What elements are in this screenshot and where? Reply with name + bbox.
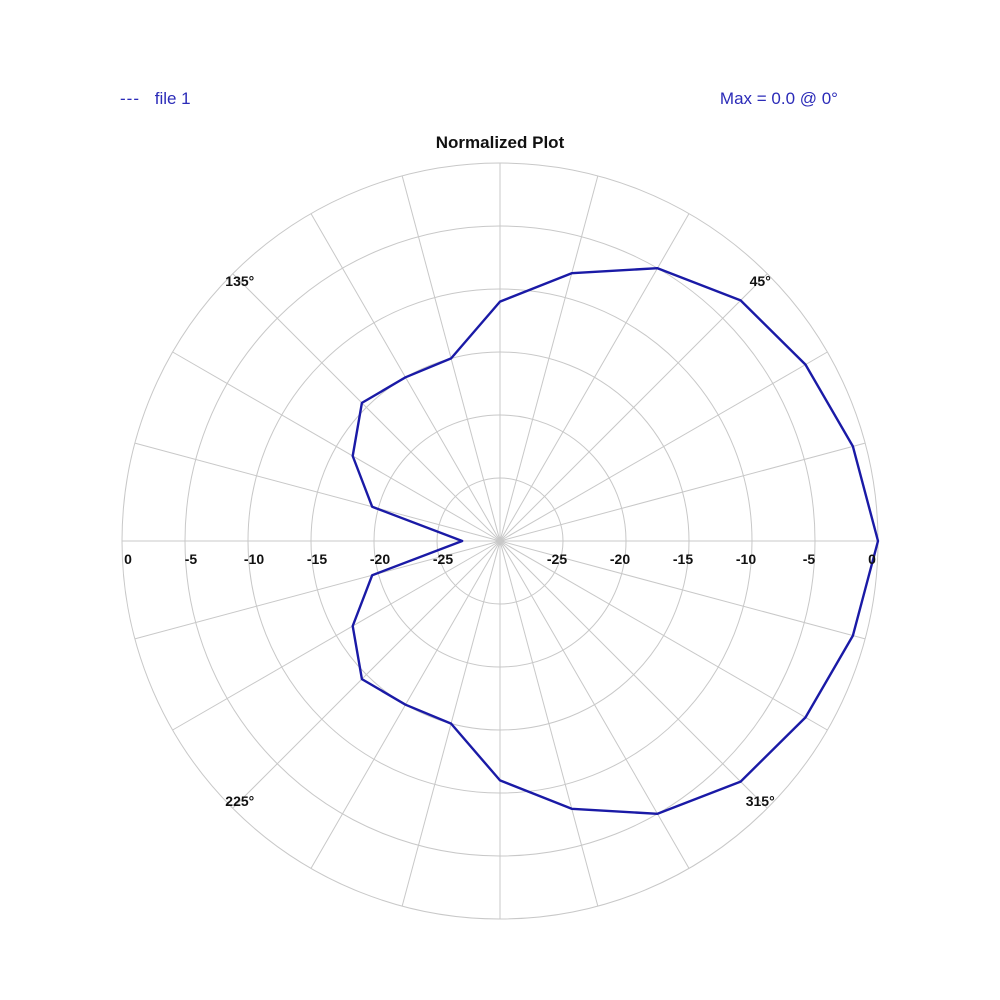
legend-line-marker: --- (120, 89, 140, 108)
grid-spoke (499, 175, 599, 542)
grid-spoke (232, 273, 501, 542)
data-point (804, 364, 807, 366)
grid-spoke (499, 442, 866, 542)
grid-spoke (232, 540, 501, 809)
radial-tick-label: -15 (673, 551, 693, 567)
data-point (656, 813, 659, 815)
data-point (404, 376, 407, 378)
data-point (450, 357, 452, 359)
series-layer (351, 267, 880, 815)
data-point (371, 506, 373, 508)
data-point (877, 540, 879, 542)
grid-spoke (134, 442, 501, 542)
grid-spoke (499, 540, 599, 907)
angle-label: 135° (225, 273, 254, 289)
radial-tick-label: -20 (610, 551, 630, 567)
grid-spoke (134, 540, 501, 640)
radial-tick-label: -25 (547, 551, 567, 567)
data-point (571, 808, 573, 810)
radial-tick-label: -15 (307, 551, 327, 567)
legend-label: file 1 (154, 89, 191, 108)
radial-tick-label: -10 (244, 551, 264, 567)
data-point (499, 301, 501, 303)
data-point (461, 540, 463, 542)
polar-grid (121, 162, 879, 920)
data-point (352, 455, 354, 457)
grid-spoke (499, 273, 768, 542)
radial-tick-label: -25 (433, 551, 453, 567)
data-point (740, 299, 742, 301)
data-point (571, 272, 573, 274)
data-point (450, 723, 452, 725)
data-point (656, 267, 659, 269)
radial-tick-label: 0 (868, 551, 876, 567)
radial-tick-label: -5 (185, 551, 198, 567)
chart-title: Normalized Plot (436, 133, 565, 152)
angle-label: 45° (750, 273, 771, 289)
max-readout: Max = 0.0 @ 0° (719, 89, 838, 108)
data-point (371, 574, 373, 576)
grid-spoke (499, 540, 690, 869)
data-point (361, 678, 363, 680)
label-layer: 0 -5 -10 -15 -20 -25 -25 -20 -15 -10 -5 0 45° 135° 225… (124, 273, 876, 809)
angle-label: 225° (225, 793, 254, 809)
radial-tick-label: -5 (803, 551, 816, 567)
grid-spoke (172, 351, 501, 542)
grid-spoke (499, 213, 690, 542)
grid-spoke (499, 540, 866, 640)
radial-tick-label: -10 (736, 551, 756, 567)
data-point (352, 625, 354, 627)
data-point (499, 779, 501, 782)
data-point (404, 704, 407, 706)
data-point (852, 445, 854, 447)
radial-tick-label: 0 (124, 551, 132, 567)
grid-spoke (499, 540, 828, 731)
radial-tick-label: -20 (370, 551, 390, 567)
data-point (804, 716, 807, 719)
angle-label: 315° (746, 793, 775, 809)
data-point (740, 781, 742, 783)
grid-spoke (499, 351, 828, 542)
legend: --- file 1 (120, 89, 191, 109)
data-point (852, 635, 854, 637)
grid-spoke (499, 540, 768, 809)
data-point (361, 402, 363, 404)
grid-spoke (172, 540, 501, 731)
